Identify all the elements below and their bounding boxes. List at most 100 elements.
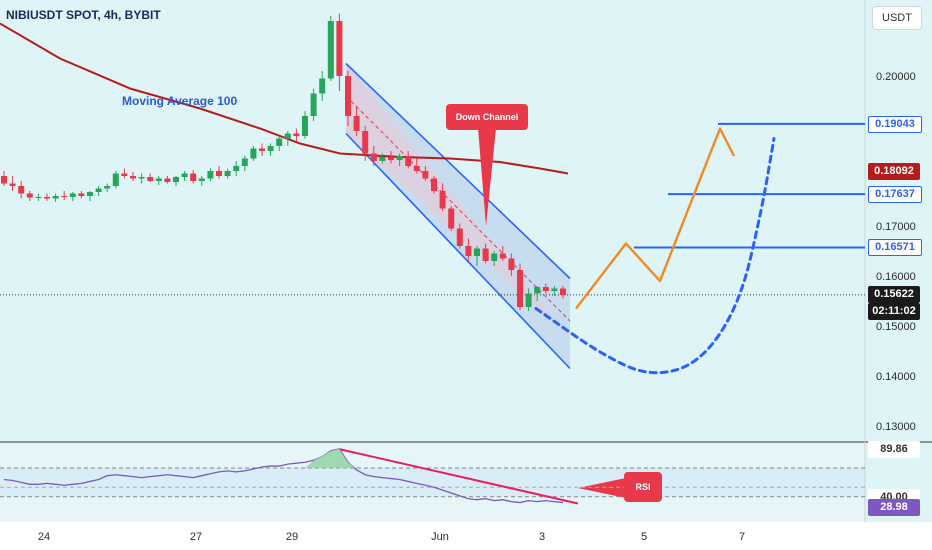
price-badge-target-1: 0.19043 — [868, 115, 922, 133]
candle-body — [18, 186, 25, 194]
candle-body — [456, 228, 463, 246]
candle-body — [465, 246, 472, 256]
candle-body — [413, 166, 420, 171]
price-badge-target-2: 0.17637 — [868, 186, 922, 204]
candle-body — [87, 192, 93, 196]
blue-dotted-projection-path — [534, 137, 776, 375]
candle-body — [164, 178, 171, 182]
time-axis-background — [0, 522, 932, 550]
candle-body — [388, 157, 394, 160]
candle-body — [259, 148, 265, 151]
y-tick-label: 0.13000 — [876, 421, 916, 433]
candle-body — [310, 93, 317, 116]
candle-body — [207, 171, 214, 179]
rsi-line — [3, 448, 564, 504]
x-tick-label: 27 — [190, 531, 202, 543]
candle-body — [112, 173, 119, 186]
candle-body — [396, 156, 403, 160]
x-tick-label: 24 — [38, 531, 50, 543]
candle-body — [69, 193, 76, 197]
y-tick-label: 0.20000 — [876, 71, 916, 83]
countdown-badge: 02:11:02 — [868, 302, 920, 320]
candle-body — [370, 153, 377, 161]
y-tick-label: 0.15000 — [876, 321, 916, 333]
x-tick-label: 5 — [641, 531, 647, 543]
orange-projection-path — [575, 127, 736, 310]
candle-body — [104, 186, 111, 189]
candle-body — [1, 176, 7, 184]
candle-body — [439, 191, 446, 209]
symbol-title: NIBIUSDT SPOT, 4h, BYBIT — [6, 8, 161, 22]
price-badge-target-3: 0.16571 — [868, 239, 922, 257]
candle-body — [302, 116, 308, 136]
candle-body — [130, 176, 136, 179]
channel-upper-line — [345, 62, 571, 280]
candle-body — [560, 288, 566, 295]
down-channel-pointer — [478, 128, 496, 226]
rsi-overbought-fill — [305, 448, 357, 468]
y-tick-label: 0.16000 — [876, 271, 916, 283]
candle-body — [542, 287, 549, 291]
down-channel-label: Down Channel — [446, 104, 528, 130]
x-tick-label: 3 — [539, 531, 545, 543]
candle-body — [61, 196, 68, 197]
channel-midline — [345, 95, 571, 322]
candle-body — [551, 288, 558, 291]
candle-body — [345, 76, 351, 116]
candle-body — [431, 178, 437, 191]
rsi-badge-overbought: 89.86 — [868, 440, 920, 458]
candle-body — [267, 146, 274, 151]
candle-body — [284, 133, 291, 139]
candle-body — [293, 133, 300, 136]
candle-body — [448, 208, 455, 229]
x-tick-label: 29 — [286, 531, 298, 543]
candle-body — [474, 248, 480, 256]
rsi-label: RSI — [624, 472, 662, 502]
candle-body — [525, 293, 532, 307]
currency-button[interactable]: USDT — [872, 6, 922, 30]
price-badge-ma: 0.18092 — [868, 163, 920, 181]
candle-body — [517, 270, 523, 307]
rsi-label-pointer — [578, 478, 626, 498]
candle-body — [405, 156, 412, 166]
price-badge-last: 0.15622 — [868, 285, 920, 303]
candle-body — [26, 193, 33, 198]
candle-body — [241, 158, 248, 166]
candle-body — [198, 178, 205, 181]
candle-body — [173, 177, 179, 182]
candle-body — [233, 166, 240, 171]
candle-body — [216, 171, 222, 176]
candle-body — [508, 258, 515, 270]
moving-average-line — [0, 22, 569, 175]
y-tick-label: 0.17000 — [876, 221, 916, 233]
candle-body — [362, 131, 369, 154]
candle-body — [482, 248, 489, 261]
candle-body — [353, 116, 360, 131]
candle-body — [78, 193, 85, 196]
candle-body — [190, 173, 197, 181]
moving-average-label: Moving Average 100 — [122, 94, 238, 108]
candle-body — [327, 21, 334, 79]
candle-body — [534, 287, 541, 294]
candle-body — [95, 188, 102, 192]
rsi-badge-value: 28.98 — [868, 499, 920, 517]
x-tick-label: 7 — [739, 531, 745, 543]
candle-body — [121, 173, 128, 176]
channel-lower-line — [345, 132, 571, 370]
candle-body — [52, 196, 59, 199]
candle-body — [319, 78, 326, 94]
candle-body — [250, 148, 257, 159]
candle-body — [499, 253, 506, 259]
candle-body — [147, 177, 154, 181]
rsi-trendline — [339, 448, 579, 505]
candle-body — [379, 157, 386, 161]
candle-body — [181, 173, 188, 177]
candle-body — [276, 138, 283, 146]
candle-body — [491, 253, 498, 261]
rsi-band — [0, 468, 865, 497]
candle-body — [9, 183, 16, 186]
candle-body — [35, 197, 42, 198]
candle-body — [336, 21, 343, 76]
